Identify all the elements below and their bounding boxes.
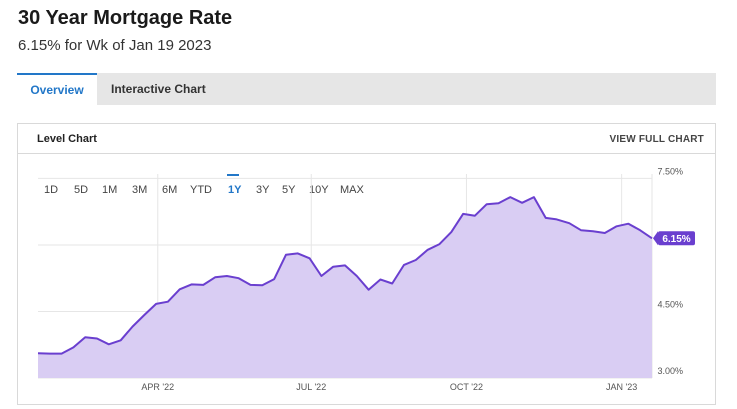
range-button-3m[interactable]: 3M [132,184,147,196]
page-subtitle: 6.15% for Wk of Jan 19 2023 [18,37,212,54]
range-button-active-indicator [227,174,239,176]
panel-header: Level Chart VIEW FULL CHART [18,124,715,154]
x-tick-label: OCT '22 [450,382,483,392]
tab-bar: Overview Interactive Chart [17,73,716,105]
range-button-1d[interactable]: 1D [44,184,58,196]
view-full-chart-link[interactable]: VIEW FULL CHART [609,134,704,145]
y-tick-label: 7.50% [657,166,683,176]
last-value-badge-pointer [653,231,658,246]
page-title: 30 Year Mortgage Rate [18,7,233,29]
tab-interactive-chart[interactable]: Interactive Chart [111,82,206,96]
y-tick-label: 3.00% [657,366,683,376]
series-line [37,196,653,355]
last-value-label: 6.15% [662,234,690,245]
y-tick-label: 4.50% [657,299,683,309]
x-tick-label: JAN '23 [606,382,637,392]
range-button-max[interactable]: MAX [340,184,365,196]
range-button-ytd[interactable]: YTD [190,184,212,196]
x-tick-label: APR '22 [141,382,174,392]
series-area [38,197,652,378]
range-button-6m[interactable]: 6M [162,184,177,196]
range-button-1y[interactable]: 1Y [228,184,242,196]
range-button-5y[interactable]: 5Y [282,184,296,196]
panel-title: Level Chart [37,133,97,145]
range-button-3y[interactable]: 3Y [256,184,270,196]
last-value-badge [658,231,695,246]
tab-overview[interactable]: Overview [17,73,97,105]
x-tick-label: JUL '22 [296,382,326,392]
range-button-1m[interactable]: 1M [102,184,117,196]
range-button-5d[interactable]: 5D [74,184,88,196]
level-chart-panel: Level Chart VIEW FULL CHART 1D 5D 1M 3M 6M YT… [17,123,716,405]
level-chart: 1D5D1M3M6MYTD1Y3Y5Y10YMAX7.50%6.00%4.50%… [37,166,695,392]
range-button-10y[interactable]: 10Y [309,184,329,196]
